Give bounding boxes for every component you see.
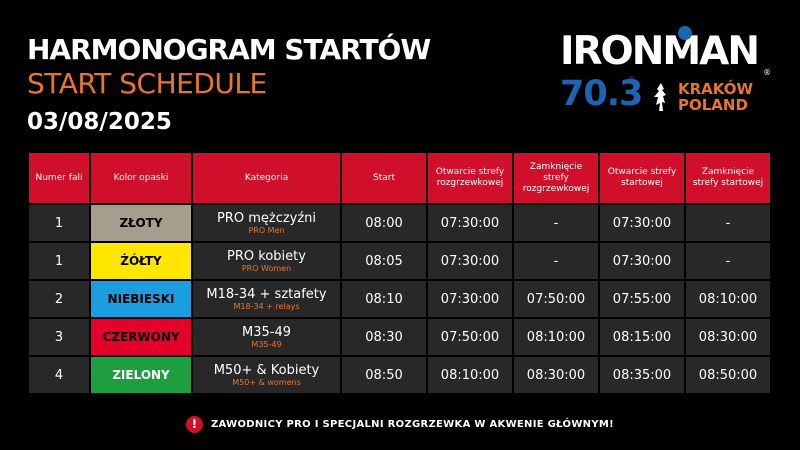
col-header-band-color: Kolor opaski bbox=[91, 153, 191, 203]
table-row: 2 NIEBIESKI M18-34 + sztafety M18-34 + rela… bbox=[29, 281, 770, 317]
band-color-cell: CZERWONY bbox=[91, 319, 191, 355]
col-header-wave: Numer fali bbox=[29, 153, 89, 203]
notice-banner: ! ZAWODNICY PRO I SPECJALNI ROZGRZEWKA W … bbox=[0, 416, 800, 433]
category-label-en: M18-34 + relays bbox=[233, 301, 300, 311]
logo-distance: 70.3 bbox=[560, 74, 643, 114]
category-label: M35-49 bbox=[242, 324, 291, 340]
category-label-en: M50+ & womens bbox=[232, 377, 301, 387]
start-schedule-table: Numer fali Kolor opaski Kategoria Start … bbox=[27, 151, 772, 395]
start-zone-open-cell: 07:30:00 bbox=[600, 243, 684, 279]
category-label-en: PRO Women bbox=[241, 263, 292, 273]
band-color-cell: ŻÓŁTY bbox=[91, 243, 191, 279]
col-header-category: Kategoria bbox=[193, 153, 340, 203]
table-row: 1 ŻÓŁTY PRO kobiety PRO Women 08:05 07:30:00-… bbox=[29, 243, 770, 279]
wave-cell: 1 bbox=[29, 205, 89, 241]
start-time-cell: 08:30 bbox=[342, 319, 426, 355]
registered-mark-small: ® bbox=[627, 76, 636, 86]
warmup-open-cell: 07:50:00 bbox=[428, 319, 512, 355]
category-label: M50+ & Kobiety bbox=[213, 362, 320, 378]
category-cell: M18-34 + sztafety M18-34 + relays bbox=[193, 281, 340, 317]
col-header-start: Start bbox=[342, 153, 426, 203]
logo-brand: IRONMAN bbox=[560, 29, 760, 74]
start-zone-close-cell: 08:10:00 bbox=[686, 281, 770, 317]
band-color-cell: ZIELONY bbox=[91, 357, 191, 393]
wave-cell: 1 bbox=[29, 243, 89, 279]
category-cell: M35-49 M35-49 bbox=[193, 319, 340, 355]
warmup-open-cell: 07:30:00 bbox=[428, 243, 512, 279]
table-row: 4 ZIELONY M50+ & Kobiety M50+ & womens 08:50… bbox=[29, 357, 770, 393]
start-time-cell: 08:50 bbox=[342, 357, 426, 393]
col-header-warmup-close: Zamknięcie strefy rozgrzewkowej bbox=[514, 153, 598, 203]
category-label-en: PRO Men bbox=[248, 225, 285, 235]
category-cell: PRO mężczyźni PRO Men bbox=[193, 205, 340, 241]
wave-cell: 2 bbox=[29, 281, 89, 317]
start-zone-open-cell: 08:35:00 bbox=[600, 357, 684, 393]
page-subtitle: START SCHEDULE bbox=[27, 67, 267, 100]
warmup-open-cell: 08:10:00 bbox=[428, 357, 512, 393]
start-time-cell: 08:05 bbox=[342, 243, 426, 279]
wave-cell: 3 bbox=[29, 319, 89, 355]
warmup-close-cell: - bbox=[514, 205, 598, 241]
category-label: M18-34 + sztafety bbox=[206, 286, 327, 302]
event-date: 03/08/2025 bbox=[27, 109, 172, 135]
start-zone-close-cell: 08:50:00 bbox=[686, 357, 770, 393]
col-header-warmup-open: Otwarcie strefy rozgrzewkowej bbox=[428, 153, 512, 203]
exclamation-icon: ! bbox=[186, 416, 203, 433]
table-row: 3 CZERWONY M35-49 M35-49 08:30 07:50:00 08:10:… bbox=[29, 319, 770, 355]
warmup-close-cell: - bbox=[514, 243, 598, 279]
start-zone-close-cell: 08:30:00 bbox=[686, 319, 770, 355]
logo-head-dot bbox=[678, 26, 692, 40]
table-header-row: Numer fali Kolor opaski Kategoria Start … bbox=[29, 153, 770, 203]
warmup-close-cell: 07:50:00 bbox=[514, 281, 598, 317]
ironman-logo: IRONMAN ® 70.3 ® KRAKÓW POLAND bbox=[560, 26, 771, 120]
warmup-open-cell: 07:30:00 bbox=[428, 281, 512, 317]
category-label: PRO mężczyźni bbox=[216, 210, 317, 226]
start-time-cell: 08:10 bbox=[342, 281, 426, 317]
category-cell: PRO kobiety PRO Women bbox=[193, 243, 340, 279]
category-cell: M50+ & Kobiety M50+ & womens bbox=[193, 357, 340, 393]
band-color-cell: ZŁOTY bbox=[91, 205, 191, 241]
logo-country: POLAND bbox=[678, 96, 748, 114]
warmup-close-cell: 08:10:00 bbox=[514, 319, 598, 355]
notice-text: ZAWODNICY PRO I SPECJALNI ROZGRZEWKA W A… bbox=[211, 419, 614, 430]
category-label: PRO kobiety bbox=[227, 248, 306, 264]
start-zone-open-cell: 08:15:00 bbox=[600, 319, 684, 355]
wave-cell: 4 bbox=[29, 357, 89, 393]
col-header-start-zone-close: Zamknięcie strefy startowej bbox=[686, 153, 770, 203]
category-label-en: M35-49 bbox=[251, 339, 282, 349]
start-time-cell: 08:00 bbox=[342, 205, 426, 241]
start-zone-close-cell: - bbox=[686, 205, 770, 241]
logo-city: KRAKÓW bbox=[678, 80, 754, 98]
table-row: 1 ZŁOTY PRO mężczyźni PRO Men 08:00 07:30:00-… bbox=[29, 205, 770, 241]
start-zone-open-cell: 07:30:00 bbox=[600, 205, 684, 241]
start-zone-open-cell: 07:55:00 bbox=[600, 281, 684, 317]
registered-mark: ® bbox=[763, 68, 771, 77]
warmup-close-cell: 08:30:00 bbox=[514, 357, 598, 393]
page-title: HARMONOGRAM STARTÓW bbox=[27, 33, 431, 66]
dragon-icon bbox=[654, 83, 666, 111]
band-color-cell: NIEBIESKI bbox=[91, 281, 191, 317]
warmup-open-cell: 07:30:00 bbox=[428, 205, 512, 241]
col-header-start-zone-open: Otwarcie strefy startowej bbox=[600, 153, 684, 203]
start-zone-close-cell: - bbox=[686, 243, 770, 279]
